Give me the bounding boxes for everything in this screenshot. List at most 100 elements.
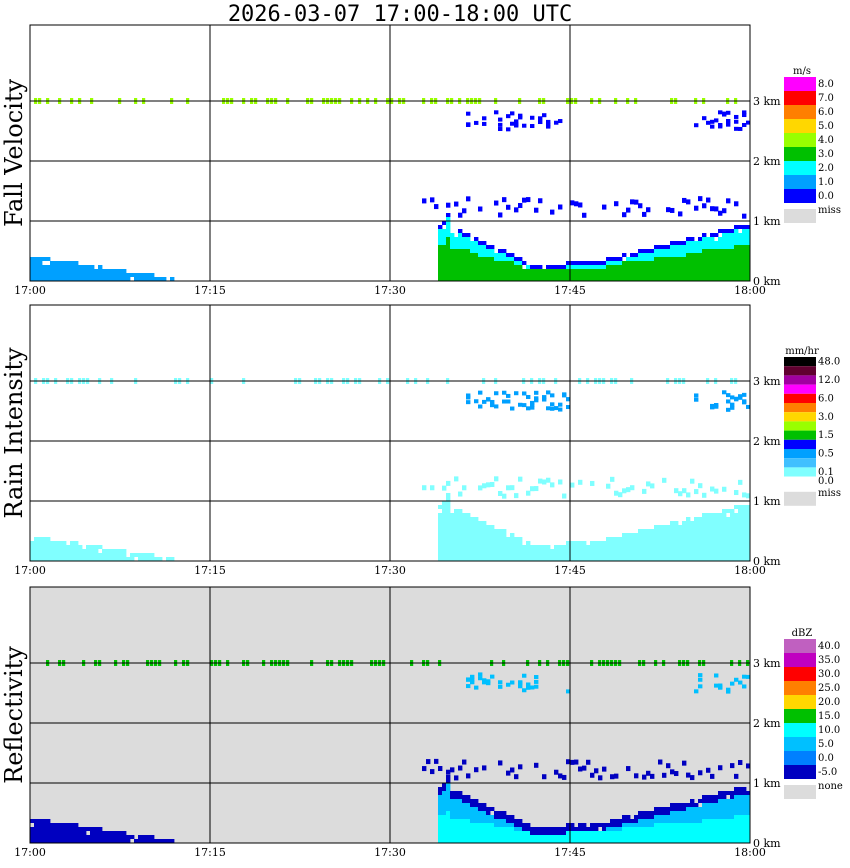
echo-cell xyxy=(638,249,643,253)
echo-cell xyxy=(470,541,475,545)
echo-cell xyxy=(574,545,579,549)
echo-cell xyxy=(506,770,511,776)
echo-cell xyxy=(438,541,443,545)
echo-cell xyxy=(654,819,659,823)
echo-cell xyxy=(690,478,695,484)
echo-cell xyxy=(734,257,739,261)
y-tick-label: 1 km xyxy=(753,215,781,228)
echo-cell xyxy=(474,265,479,269)
echo-cell xyxy=(662,831,667,835)
echo-cell xyxy=(90,557,95,561)
echo-cell xyxy=(666,819,671,823)
echo-cell xyxy=(70,553,75,557)
echo-cell xyxy=(486,529,491,533)
echo-cell xyxy=(486,397,491,402)
echo-cell xyxy=(658,835,663,839)
echo-cell xyxy=(638,277,643,281)
echo-cell xyxy=(722,557,727,561)
echo-cell xyxy=(582,553,587,557)
echo-cell xyxy=(438,803,443,807)
echo-cell xyxy=(746,553,751,557)
echo-cell xyxy=(738,831,743,835)
echo-cell xyxy=(638,273,643,277)
echo-cell xyxy=(542,397,547,402)
echo-cell xyxy=(662,537,667,541)
echo-cell xyxy=(646,557,651,561)
echo-cell xyxy=(634,199,639,205)
echo-cell xyxy=(722,799,727,803)
echo-cell xyxy=(466,807,471,811)
echo-cell xyxy=(446,249,451,253)
echo-cell xyxy=(454,545,459,549)
echo-cell xyxy=(642,265,647,269)
echo-cell xyxy=(662,277,667,281)
echo-cell xyxy=(470,677,475,682)
echo-cell xyxy=(458,815,463,819)
echo-cell xyxy=(710,245,715,249)
echo-cell xyxy=(554,557,559,561)
echo-cell xyxy=(486,253,491,257)
echo-cell xyxy=(690,557,695,561)
echo-cell xyxy=(666,207,671,213)
echo-cell xyxy=(474,835,479,839)
echo-cell xyxy=(726,265,731,269)
echo-cell xyxy=(694,815,699,819)
echo-cell xyxy=(494,277,499,281)
echo-cell xyxy=(166,839,171,843)
echo-cell xyxy=(746,795,751,799)
echo-cell xyxy=(458,273,463,277)
echo-cell xyxy=(718,277,723,281)
echo-cell xyxy=(698,525,703,529)
echo-cell xyxy=(718,110,723,115)
echo-cell xyxy=(598,277,603,281)
echo-cell xyxy=(738,803,743,807)
echo-cell xyxy=(550,835,555,839)
x-tick-label: 17:15 xyxy=(194,846,226,859)
echo-cell xyxy=(734,811,739,815)
echo-cell xyxy=(54,827,59,831)
echo-cell xyxy=(626,257,631,261)
echo-cell xyxy=(646,823,651,827)
echo-cell xyxy=(706,795,711,799)
echo-cell xyxy=(646,257,651,261)
colorbar-label: 0.0 xyxy=(818,753,834,764)
echo-cell xyxy=(150,273,155,277)
colorbar-miss-label: miss xyxy=(818,205,841,216)
echo-cell xyxy=(698,273,703,277)
echo-cell xyxy=(510,269,515,273)
echo-cell xyxy=(34,549,39,553)
echo-cell xyxy=(706,253,711,257)
echo-cell xyxy=(594,261,599,265)
echo-cell xyxy=(522,277,527,281)
echo-cell xyxy=(490,549,495,553)
echo-cell xyxy=(146,277,151,281)
echo-cell xyxy=(558,545,563,549)
echo-cell xyxy=(718,237,723,241)
echo-cell xyxy=(702,233,707,237)
echo-cell xyxy=(50,827,55,831)
echo-cell xyxy=(490,557,495,561)
echo-cell xyxy=(702,492,707,498)
echo-cell xyxy=(554,835,559,839)
echo-cell xyxy=(470,831,475,835)
echo-cell xyxy=(446,202,451,208)
echo-cell xyxy=(738,237,743,241)
echo-cell xyxy=(666,537,671,541)
echo-cell xyxy=(462,269,467,273)
echo-cell xyxy=(610,549,615,553)
echo-cell xyxy=(734,787,739,791)
echo-cell xyxy=(442,541,447,545)
echo-cell xyxy=(638,533,643,537)
echo-cell xyxy=(630,199,635,205)
echo-cell xyxy=(590,835,595,839)
echo-cell xyxy=(654,827,659,831)
echo-cell xyxy=(702,811,707,815)
echo-cell xyxy=(714,533,719,537)
echo-cell xyxy=(478,549,483,553)
echo-cell xyxy=(614,773,619,779)
echo-cell xyxy=(626,553,631,557)
echo-cell xyxy=(550,277,555,281)
echo-cell xyxy=(730,261,735,265)
